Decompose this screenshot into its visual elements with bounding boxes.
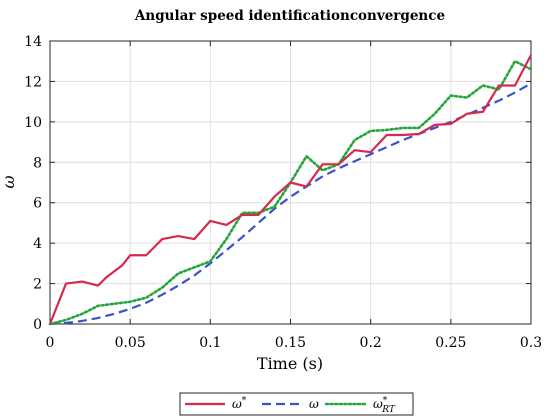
- x-axis-label: Time (s): [257, 354, 323, 373]
- axis-ticks: 0 0.05 0.1 0.15 0.2 0.25 0.3 0 2 4 6 8 10 12 14: [24, 34, 542, 351]
- series-line-1: [49, 82, 532, 326]
- x-tick-label: 0.25: [435, 335, 466, 351]
- chart-title: Angular speed identificationconvergence: [134, 8, 445, 24]
- x-tick-label: 0.15: [275, 335, 306, 351]
- y-tick-label: 4: [33, 236, 42, 252]
- x-tick-label: 0.1: [199, 335, 221, 351]
- x-tick-label: 0.3: [520, 335, 542, 351]
- series-layer: [48, 54, 533, 326]
- y-tick-label: 0: [33, 317, 42, 333]
- y-tick-label: 12: [24, 74, 42, 90]
- series-line-0: [48, 54, 532, 325]
- legend: ω* ω ω* RT: [179, 392, 414, 416]
- legend-label-1: ω: [309, 397, 319, 411]
- x-tick-label: 0.2: [360, 335, 382, 351]
- y-tick-label: 6: [33, 196, 42, 212]
- y-tick-label: 2: [33, 277, 42, 293]
- x-tick-label: 0: [46, 335, 55, 351]
- legend-label-2: ω* RT: [373, 396, 396, 415]
- legend-label-0: ω*: [232, 396, 247, 411]
- y-tick-label: 8: [33, 155, 42, 171]
- y-tick-label: 14: [24, 34, 42, 50]
- y-tick-label: 10: [24, 115, 42, 131]
- y-axis-label: ω: [0, 175, 18, 188]
- x-tick-label: 0.05: [115, 335, 146, 351]
